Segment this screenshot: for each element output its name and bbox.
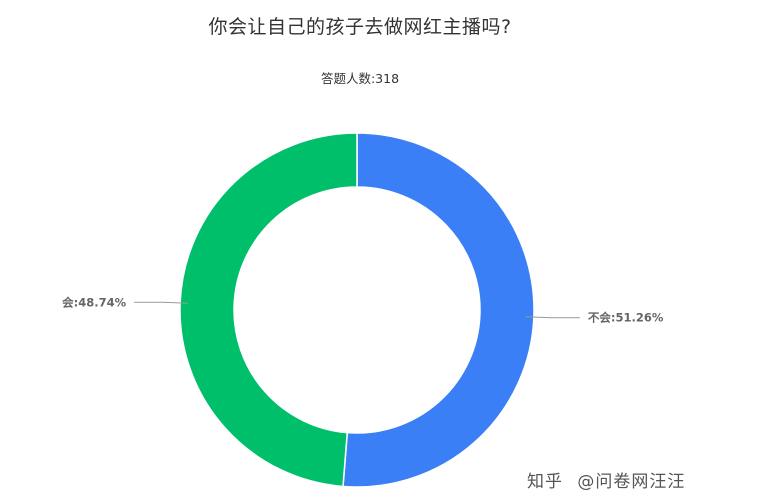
respondent-count-label: 答题人数: <box>320 71 376 86</box>
slice-label-2: 会:48.74% <box>61 295 126 309</box>
slice-label-1: 不会:51.26% <box>588 311 664 325</box>
watermark: 知乎 @问卷网汪汪 <box>527 467 685 492</box>
watermark-author: @问卷网汪汪 <box>577 472 686 492</box>
chart-title: 你会让自己的孩子去做网红主播吗? <box>208 16 512 38</box>
respondent-count-value: 318 <box>375 71 400 86</box>
donut-slice-1 <box>342 132 535 488</box>
watermark-platform: 知乎 <box>527 472 563 492</box>
leader-line-1 <box>525 316 580 319</box>
donut-slice-2 <box>179 132 358 488</box>
respondent-count: 答题人数:318 <box>0 68 720 87</box>
leader-line-2 <box>134 301 189 304</box>
